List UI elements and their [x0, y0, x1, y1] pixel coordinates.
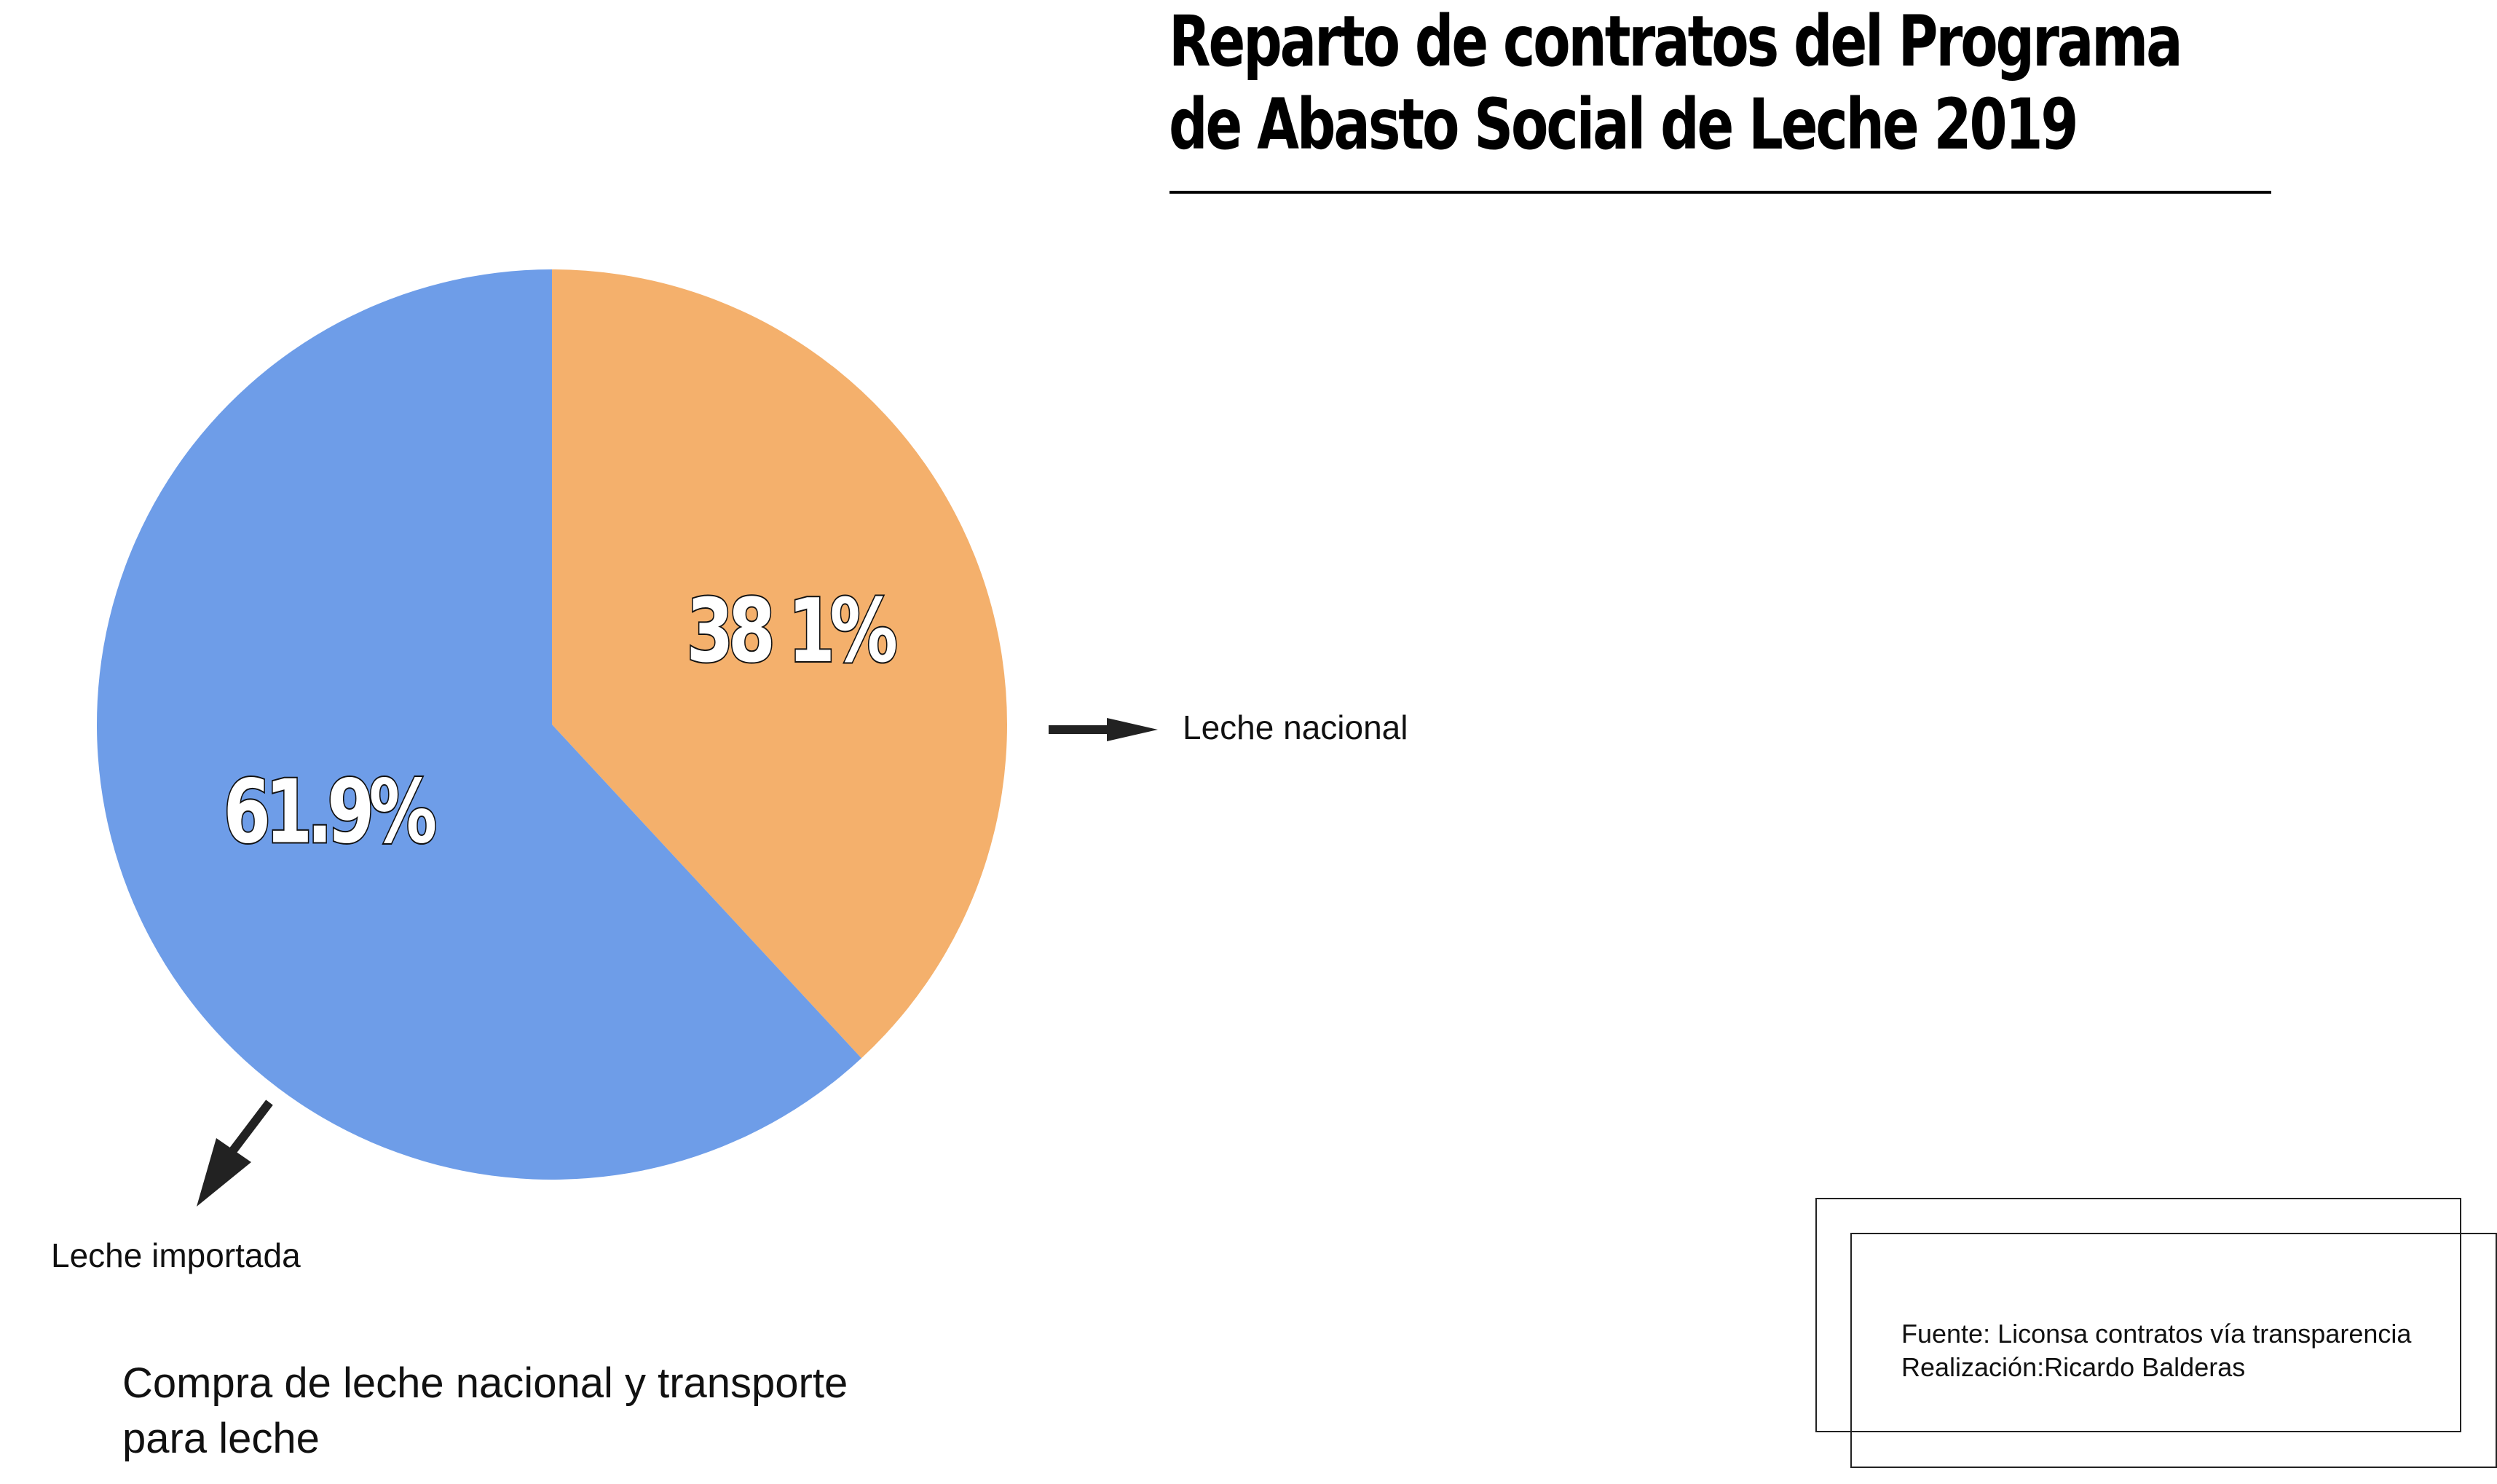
- pie-slice-nacional: [552, 269, 1007, 1059]
- arrow-nacional: [1049, 718, 1158, 741]
- data-label-nacional: 38 1%: [686, 580, 896, 682]
- pie-slice-importada: [96, 269, 861, 1180]
- subtitle-line1: Compra de leche nacional y transporte: [122, 1359, 848, 1407]
- legend-label-importada: Leche importada: [51, 1236, 301, 1274]
- subtitle-line2: para leche: [122, 1415, 320, 1462]
- legend-label-nacional: Leche nacional: [1183, 709, 1408, 746]
- title-underline: [1169, 191, 2271, 194]
- chart-subtitle: Compra de leche nacional y transporte pa…: [122, 1356, 848, 1467]
- arrow-importada: [197, 1100, 273, 1207]
- chart-title-line1: Reparto de contratos del Programa: [1169, 1, 2183, 82]
- chart-title-line2: de Abasto Social de Leche 2019: [1169, 84, 2079, 165]
- source-box-frame-front: [1850, 1233, 2497, 1468]
- author-line: Realización:Ricardo Balderas: [1901, 1352, 2246, 1382]
- data-label-importada: 61.9%: [224, 762, 435, 863]
- source-box-frame-back: [1815, 1198, 2461, 1432]
- source-line: Fuente: Liconsa contratos vía transparen…: [1901, 1319, 2412, 1349]
- source-note: Fuente: Liconsa contratos vía transparen…: [1901, 1317, 2411, 1384]
- chart-title: Reparto de contratos del Programa de Aba…: [1169, 0, 2183, 166]
